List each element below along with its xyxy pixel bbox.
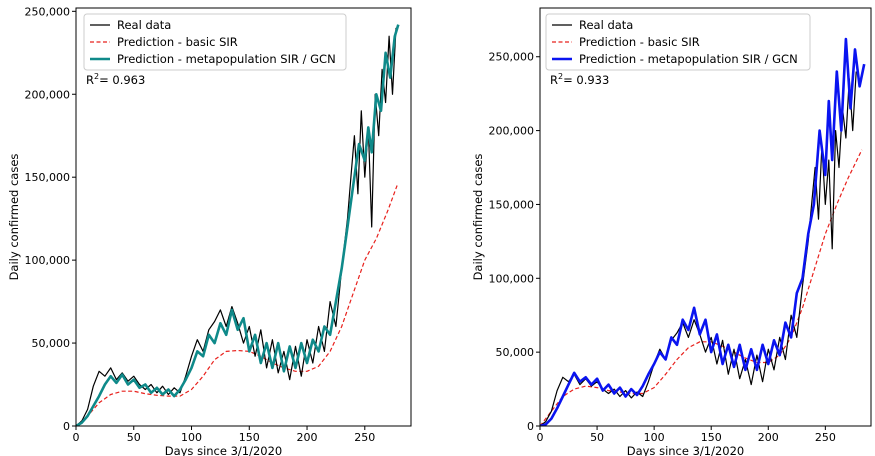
y-tick-label: 150,000: [25, 171, 71, 184]
series-line-1: [540, 149, 863, 426]
legend-box: [83, 13, 347, 71]
y-tick-label: 100,000: [25, 254, 71, 267]
legend: Real data Prediction - basic SIR Predictio…: [83, 13, 347, 71]
y-tick-label: 50,000: [32, 337, 71, 350]
y-tick-label: 200,000: [489, 125, 535, 138]
y-axis-label: Daily confirmed cases: [7, 154, 21, 281]
r-squared-annotation: R2= 0.963: [86, 72, 145, 87]
legend-label: Prediction - basic SIR: [117, 35, 238, 49]
legend-label: Prediction - metapopulation SIR / GCN: [579, 52, 798, 66]
x-tick-label: 50: [127, 431, 141, 444]
x-tick-label: 250: [354, 431, 375, 444]
x-tick-label: 150: [701, 431, 722, 444]
r-squared-annotation: R2= 0.933: [550, 72, 609, 87]
y-tick-label: 200,000: [25, 88, 71, 101]
series-line-2: [540, 37, 866, 426]
x-tick-label: 200: [758, 431, 779, 444]
y-tick-label: 150,000: [489, 198, 535, 211]
series-layer: [540, 37, 866, 426]
x-tick-label: 100: [181, 431, 202, 444]
x-tick-label: 250: [815, 431, 836, 444]
legend: Real data Prediction - basic SIR Predictio…: [545, 13, 811, 71]
series-line-2: [76, 24, 400, 426]
y-tick-label: 0: [63, 420, 70, 433]
x-tick-label: 0: [537, 431, 544, 444]
y-tick-label: 250,000: [25, 5, 71, 18]
x-tick-label: 0: [73, 431, 80, 444]
legend-label: Prediction - basic SIR: [579, 35, 700, 49]
legend-label: Real data: [579, 18, 633, 32]
x-axis-label: Days since 3/1/2020: [165, 444, 283, 456]
legend-box: [545, 13, 811, 71]
x-tick-label: 150: [239, 431, 260, 444]
series-line-1: [76, 185, 398, 426]
y-tick-label: 100,000: [489, 272, 535, 285]
left-panel: 0 50 100 150 200 250 0 50,000 100,000 150,000 200,…: [7, 5, 412, 456]
legend-label: Prediction - metapopulation SIR / GCN: [117, 52, 336, 66]
x-tick-label: 200: [297, 431, 318, 444]
x-axis-label: Days since 3/1/2020: [627, 444, 745, 456]
x-tick-label: 100: [644, 431, 665, 444]
y-axis-label: Daily confirmed cases: [471, 154, 485, 281]
legend-label: Real data: [117, 18, 171, 32]
series-line-0: [540, 71, 857, 426]
y-tick-label: 250,000: [489, 51, 535, 64]
y-tick-label: 50,000: [496, 346, 535, 359]
plot-frame: [539, 7, 872, 427]
y-tick-label: 0: [527, 420, 534, 433]
series-layer: [76, 24, 400, 426]
right-panel: 0 50 100 150 200 250 0 50,000 100,000 150,000 200,…: [471, 7, 872, 456]
plot-frame: [75, 7, 412, 427]
x-tick-label: 50: [590, 431, 604, 444]
